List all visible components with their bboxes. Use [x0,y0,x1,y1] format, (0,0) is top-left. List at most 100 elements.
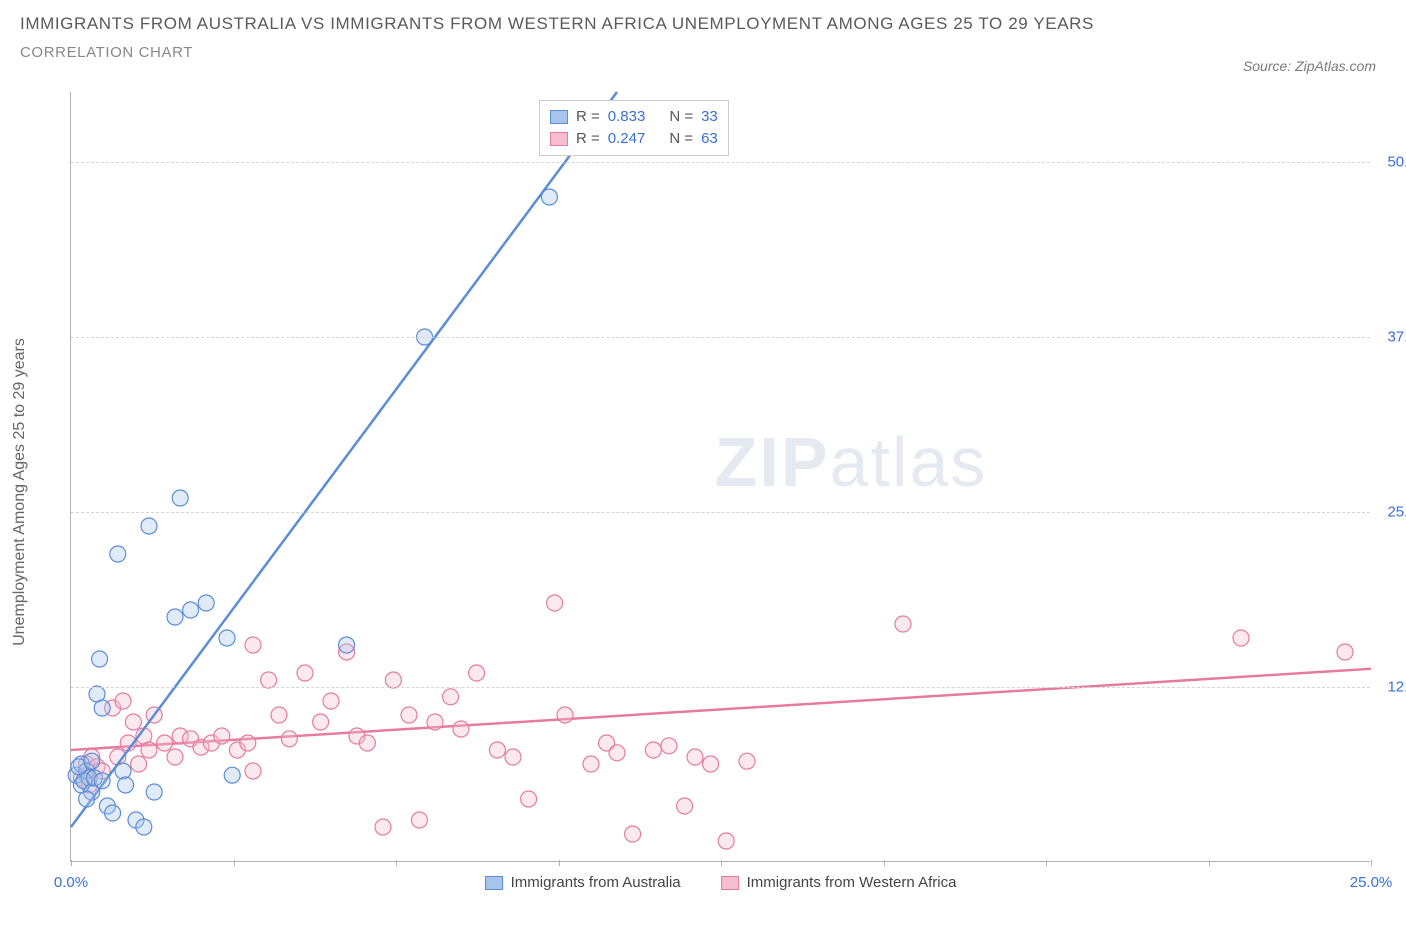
legend-n-label: N = [669,106,693,128]
data-point-wafrica [489,742,505,758]
data-point-wafrica [427,714,443,730]
legend-n-value: 63 [701,128,718,150]
data-point-wafrica [443,689,459,705]
gridline [71,512,1370,513]
data-point-wafrica [313,714,329,730]
data-point-australia [219,630,235,646]
legend-bottom: Immigrants from Australia Immigrants from… [485,874,957,891]
x-tick-label: 25.0% [1350,874,1393,891]
data-point-wafrica [323,693,339,709]
legend-n-value: 33 [701,106,718,128]
regression-line-australia [71,92,617,827]
x-tick [884,860,885,866]
data-point-wafrica [687,749,703,765]
x-tick [559,860,560,866]
data-point-australia [115,763,131,779]
data-point-wafrica [115,693,131,709]
data-point-wafrica [1337,644,1353,660]
data-point-wafrica [609,745,625,761]
data-point-australia [224,767,240,783]
data-point-australia [79,791,95,807]
data-point-wafrica [661,738,677,754]
legend-r-label: R = [576,106,600,128]
data-point-wafrica [240,735,256,751]
legend-n-label: N = [669,128,693,150]
data-point-australia [94,773,110,789]
data-point-wafrica [214,728,230,744]
data-point-wafrica [677,798,693,814]
y-tick-label: 12.5% [1387,679,1406,696]
data-point-wafrica [703,756,719,772]
legend-swatch [485,876,503,890]
data-point-wafrica [131,756,147,772]
chart-area: Unemployment Among Ages 25 to 29 years Z… [20,92,1380,892]
data-point-wafrica [261,672,277,688]
data-point-australia [183,602,199,618]
legend-stats-row: R = 0.833 N = 33 [550,106,718,128]
legend-swatch [721,876,739,890]
data-point-wafrica [505,749,521,765]
data-point-wafrica [547,595,563,611]
data-point-australia [136,819,152,835]
data-point-wafrica [375,819,391,835]
gridline [71,162,1370,163]
legend-r-value: 0.833 [608,106,646,128]
x-tick [721,860,722,866]
legend-r-value: 0.247 [608,128,646,150]
plot-region: ZIPatlas R =0.833N =33R =0.247N =63 Immi… [70,92,1370,862]
data-point-wafrica [297,665,313,681]
data-point-wafrica [167,749,183,765]
data-point-australia [172,490,188,506]
x-tick [396,860,397,866]
data-point-australia [105,805,121,821]
data-point-wafrica [245,637,261,653]
data-point-wafrica [245,763,261,779]
data-point-wafrica [157,735,173,751]
y-axis-label: Unemployment Among Ages 25 to 29 years [11,338,29,646]
chart-subtitle: CORRELATION CHART [20,44,1406,61]
data-point-wafrica [645,742,661,758]
data-point-australia [84,753,100,769]
data-point-australia [339,637,355,653]
legend-item: Immigrants from Australia [485,874,681,891]
data-point-australia [141,518,157,534]
data-point-wafrica [453,721,469,737]
x-tick [1209,860,1210,866]
data-point-wafrica [583,756,599,772]
data-point-wafrica [739,753,755,769]
data-point-australia [198,595,214,611]
data-point-wafrica [469,665,485,681]
data-point-wafrica [281,731,297,747]
legend-r-label: R = [576,128,600,150]
y-tick-label: 50.0% [1387,154,1406,171]
data-point-wafrica [557,707,573,723]
data-point-australia [146,784,162,800]
y-tick-label: 25.0% [1387,504,1406,521]
data-point-wafrica [411,812,427,828]
chart-title: IMMIGRANTS FROM AUSTRALIA VS IMMIGRANTS … [20,14,1406,34]
data-point-wafrica [1233,630,1249,646]
x-tick-label: 0.0% [54,874,88,891]
legend-item: Immigrants from Western Africa [721,874,957,891]
data-point-wafrica [895,616,911,632]
data-point-wafrica [359,735,375,751]
data-point-wafrica [125,714,141,730]
x-tick [1371,860,1372,866]
chart-svg [71,92,1370,861]
data-point-wafrica [718,833,734,849]
data-point-australia [92,651,108,667]
data-point-australia [541,189,557,205]
data-point-australia [110,546,126,562]
source-attribution: Source: ZipAtlas.com [1243,58,1376,74]
x-tick [1046,860,1047,866]
legend-series-label: Immigrants from Australia [511,874,681,891]
legend-swatch [550,132,568,146]
legend-stats-box: R = 0.833 N = 33 R = 0.247 N = 63 [539,100,729,156]
data-point-australia [118,777,134,793]
x-tick [71,860,72,866]
data-point-wafrica [625,826,641,842]
gridline [71,687,1370,688]
data-point-australia [167,609,183,625]
data-point-australia [94,700,110,716]
legend-series-label: Immigrants from Western Africa [747,874,957,891]
